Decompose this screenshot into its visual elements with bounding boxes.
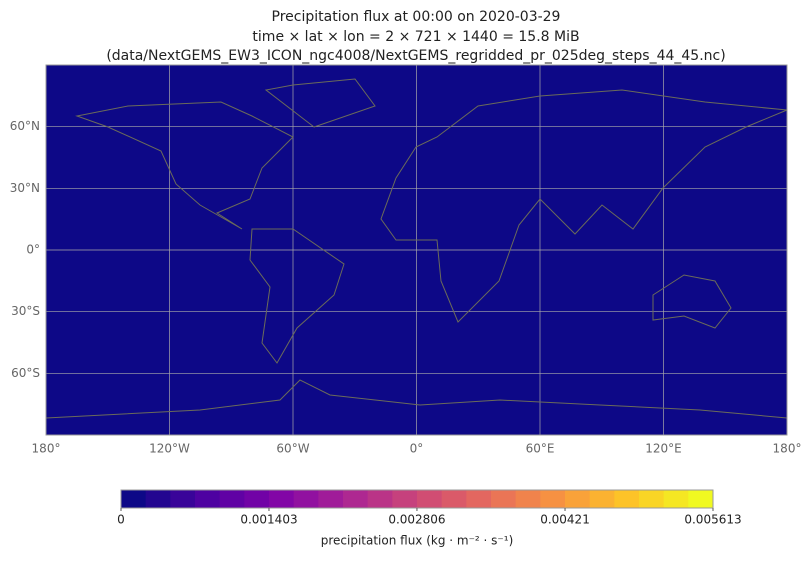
y-tick-label: 60°S [11,366,40,380]
x-tick-label: 120°W [149,442,190,456]
y-tick-label: 60°N [10,119,40,133]
x-tick-label: 0° [410,442,424,456]
colorbar-swatch [466,490,492,508]
colorbar-swatch [688,490,714,508]
x-tick-label: 180° [32,442,61,456]
colorbar-swatch [318,490,344,508]
coastline [380,89,788,323]
map-frame [45,64,788,436]
colorbar-swatch [343,490,369,508]
colorbar-swatch [219,490,245,508]
colorbar-swatch [441,490,467,508]
x-tick-label: 120°E [645,442,682,456]
colorbar-label: precipitation flux (kg · m⁻² · s⁻¹) [321,534,514,548]
colorbar-tick-label: 0.001403 [240,513,297,527]
colorbar-swatch [145,490,171,508]
coastlines [45,78,788,419]
colorbar-swatch [170,490,196,508]
y-tick-label: 0° [26,243,40,257]
title-line: time × lat × lon = 2 × 721 × 1440 = 15.8… [252,29,579,45]
coastline [75,101,294,230]
colorbar-swatch [540,490,566,508]
colorbar-tick-label: 0.002806 [388,513,445,527]
title-line: Precipitation flux at 00:00 on 2020-03-2… [272,9,561,25]
colorbar-swatch [293,490,319,508]
coastline [45,379,788,419]
colorbar-swatch [392,490,418,508]
colorbar-swatch [565,490,591,508]
colorbar-swatch [417,490,443,508]
x-tick-label: 60°W [276,442,309,456]
coastline [652,274,732,329]
title-line: (data/NextGEMS_EW3_ICON_ngc4008/NextGEMS… [106,48,725,64]
coastline [249,228,345,364]
colorbar-swatch [614,490,640,508]
colorbar-swatch [367,490,393,508]
x-tick-label: 180° [773,442,802,456]
colorbar-tick-label: 0.005613 [684,513,741,527]
colorbar-swatch [121,490,147,508]
colorbar-swatch [663,490,689,508]
colorbar-swatch [515,490,541,508]
colorbar-swatch [195,490,221,508]
y-tick-label: 30°S [11,304,40,318]
colorbar-swatch [491,490,517,508]
x-tick-label: 60°E [526,442,555,456]
colorbar-tick-label: 0 [117,513,125,527]
colorbar-swatch [639,490,665,508]
colorbar-swatch [589,490,615,508]
y-tick-label: 30°N [10,181,40,195]
colorbar-swatch [244,490,270,508]
colorbar-swatch [269,490,295,508]
coastline [264,78,376,128]
colorbar-tick-label: 0.00421 [540,513,590,527]
